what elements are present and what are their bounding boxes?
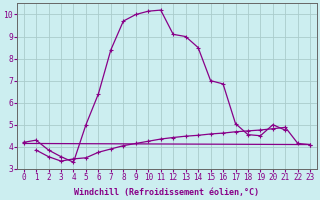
X-axis label: Windchill (Refroidissement éolien,°C): Windchill (Refroidissement éolien,°C) (75, 188, 260, 197)
